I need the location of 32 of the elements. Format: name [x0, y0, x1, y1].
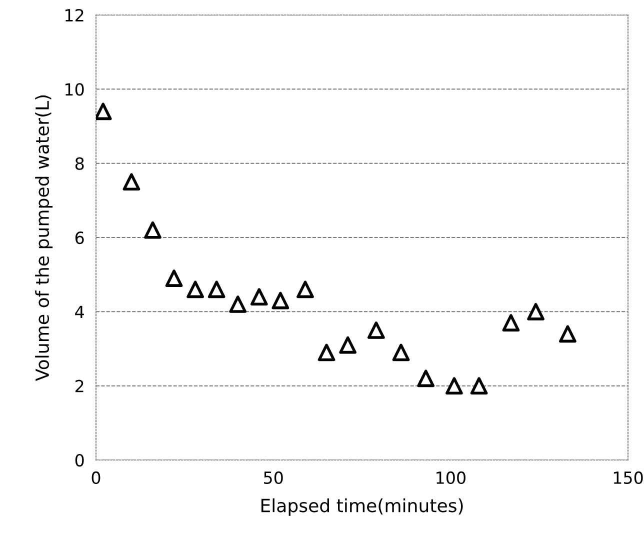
x-tick-label: 100: [436, 471, 466, 484]
point: [470, 377, 488, 395]
point: [392, 344, 410, 362]
point: [296, 280, 314, 298]
point: [527, 302, 544, 320]
point: [122, 173, 140, 191]
y-tick-label: 8: [75, 157, 84, 170]
point: [318, 344, 336, 362]
y-tick-label: 10: [66, 83, 84, 96]
x-tick-label: 0: [92, 471, 100, 484]
y-tick-label: 2: [76, 380, 84, 392]
point: [368, 322, 385, 339]
y-tick-label: 6: [75, 231, 84, 244]
x-tick-label: 150: [614, 471, 643, 484]
y-tick-label: 12: [66, 8, 84, 22]
point: [250, 288, 268, 306]
point: [229, 296, 247, 313]
point: [165, 270, 183, 287]
x-tick-label: 50: [264, 471, 283, 484]
point: [272, 292, 290, 310]
point: [186, 280, 204, 298]
point: [446, 377, 463, 395]
point: [208, 280, 226, 298]
point: [417, 370, 435, 388]
point: [502, 314, 520, 332]
y-tick-label: 4: [75, 306, 84, 318]
y-tick-label: 0: [75, 454, 84, 467]
x-axis-title: Elapsed time(minutes): [261, 498, 463, 516]
point: [559, 325, 576, 343]
y-axis-title: Volume of the pumped water(L): [35, 95, 53, 381]
point: [144, 221, 162, 239]
point: [339, 336, 356, 354]
